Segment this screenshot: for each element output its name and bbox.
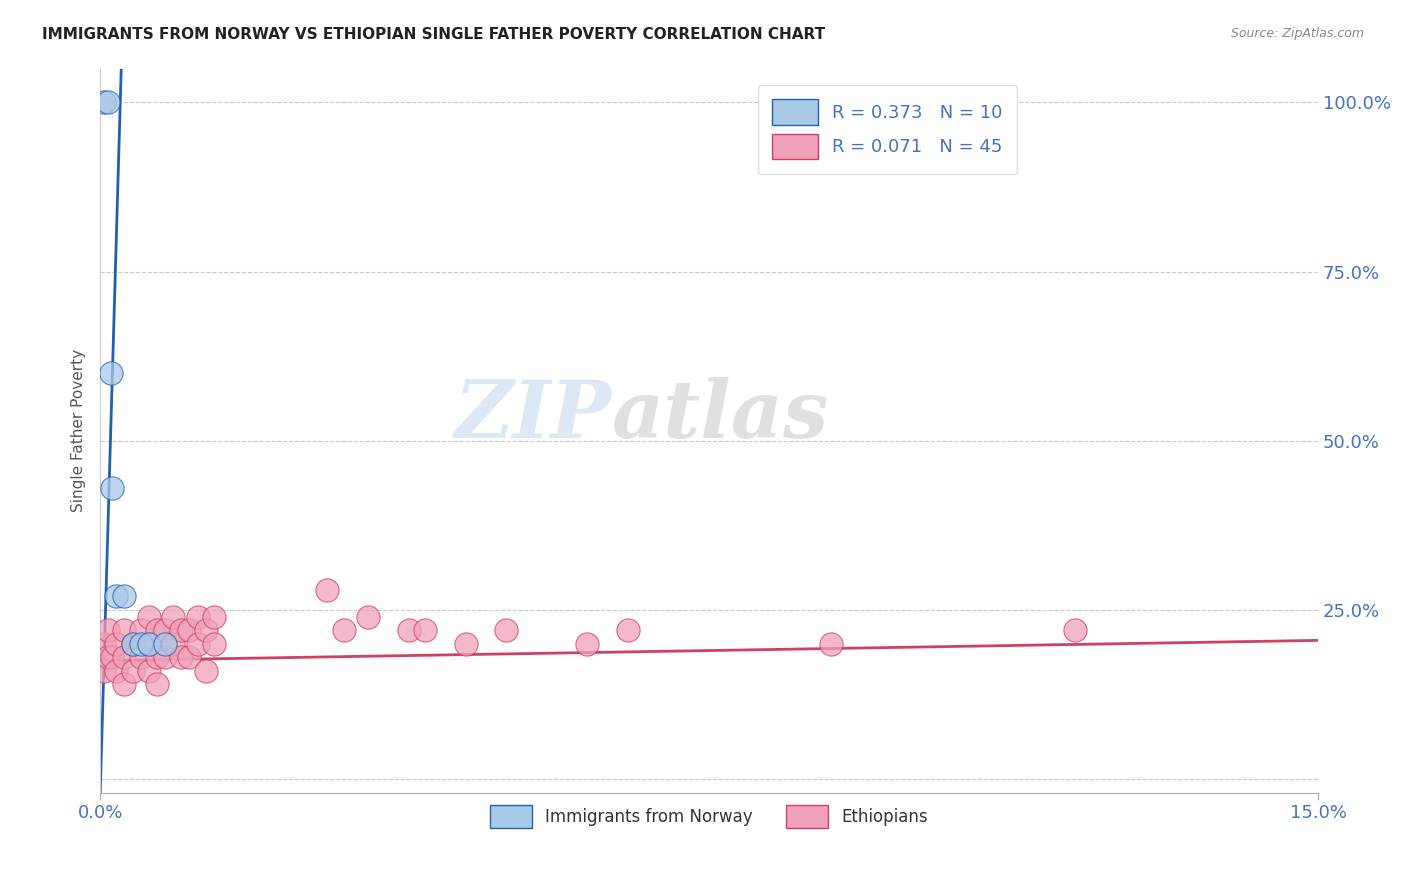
- Point: [105, 637, 128, 651]
- Point: [114, 650, 136, 665]
- Point: [332, 624, 354, 638]
- Point: [114, 677, 136, 691]
- Point: [121, 637, 143, 651]
- Point: [179, 624, 201, 638]
- Point: [357, 609, 380, 624]
- Point: [114, 624, 136, 638]
- Point: [179, 650, 201, 665]
- Point: [820, 637, 842, 651]
- Point: [101, 481, 124, 495]
- Point: [138, 609, 160, 624]
- Point: [138, 664, 160, 678]
- Point: [121, 664, 143, 678]
- Point: [187, 637, 209, 651]
- Point: [105, 590, 128, 604]
- Text: Source: ZipAtlas.com: Source: ZipAtlas.com: [1230, 27, 1364, 40]
- Point: [316, 582, 339, 597]
- Point: [454, 637, 477, 651]
- Point: [153, 637, 176, 651]
- Text: ZIP: ZIP: [454, 377, 612, 455]
- Point: [146, 650, 169, 665]
- Y-axis label: Single Father Poverty: Single Father Poverty: [72, 349, 86, 512]
- Point: [97, 624, 120, 638]
- Point: [153, 624, 176, 638]
- Point: [138, 637, 160, 651]
- Point: [97, 95, 120, 110]
- Point: [495, 624, 517, 638]
- Point: [398, 624, 420, 638]
- Point: [93, 637, 115, 651]
- Point: [138, 637, 160, 651]
- Point: [129, 624, 152, 638]
- Point: [170, 650, 193, 665]
- Point: [202, 609, 225, 624]
- Point: [114, 590, 136, 604]
- Point: [194, 624, 217, 638]
- Point: [194, 664, 217, 678]
- Point: [97, 650, 120, 665]
- Point: [187, 609, 209, 624]
- Point: [93, 664, 115, 678]
- Point: [100, 366, 122, 380]
- Point: [202, 637, 225, 651]
- Point: [146, 624, 169, 638]
- Point: [129, 650, 152, 665]
- Point: [101, 650, 124, 665]
- Point: [146, 677, 169, 691]
- Point: [121, 637, 143, 651]
- Text: atlas: atlas: [612, 377, 830, 455]
- Point: [1063, 624, 1085, 638]
- Point: [162, 609, 184, 624]
- Point: [93, 95, 115, 110]
- Point: [105, 664, 128, 678]
- Point: [129, 637, 152, 651]
- Point: [162, 637, 184, 651]
- Text: IMMIGRANTS FROM NORWAY VS ETHIOPIAN SINGLE FATHER POVERTY CORRELATION CHART: IMMIGRANTS FROM NORWAY VS ETHIOPIAN SING…: [42, 27, 825, 42]
- Point: [170, 624, 193, 638]
- Point: [153, 650, 176, 665]
- Point: [576, 637, 599, 651]
- Point: [617, 624, 640, 638]
- Point: [413, 624, 436, 638]
- Legend: Immigrants from Norway, Ethiopians: Immigrants from Norway, Ethiopians: [484, 798, 935, 835]
